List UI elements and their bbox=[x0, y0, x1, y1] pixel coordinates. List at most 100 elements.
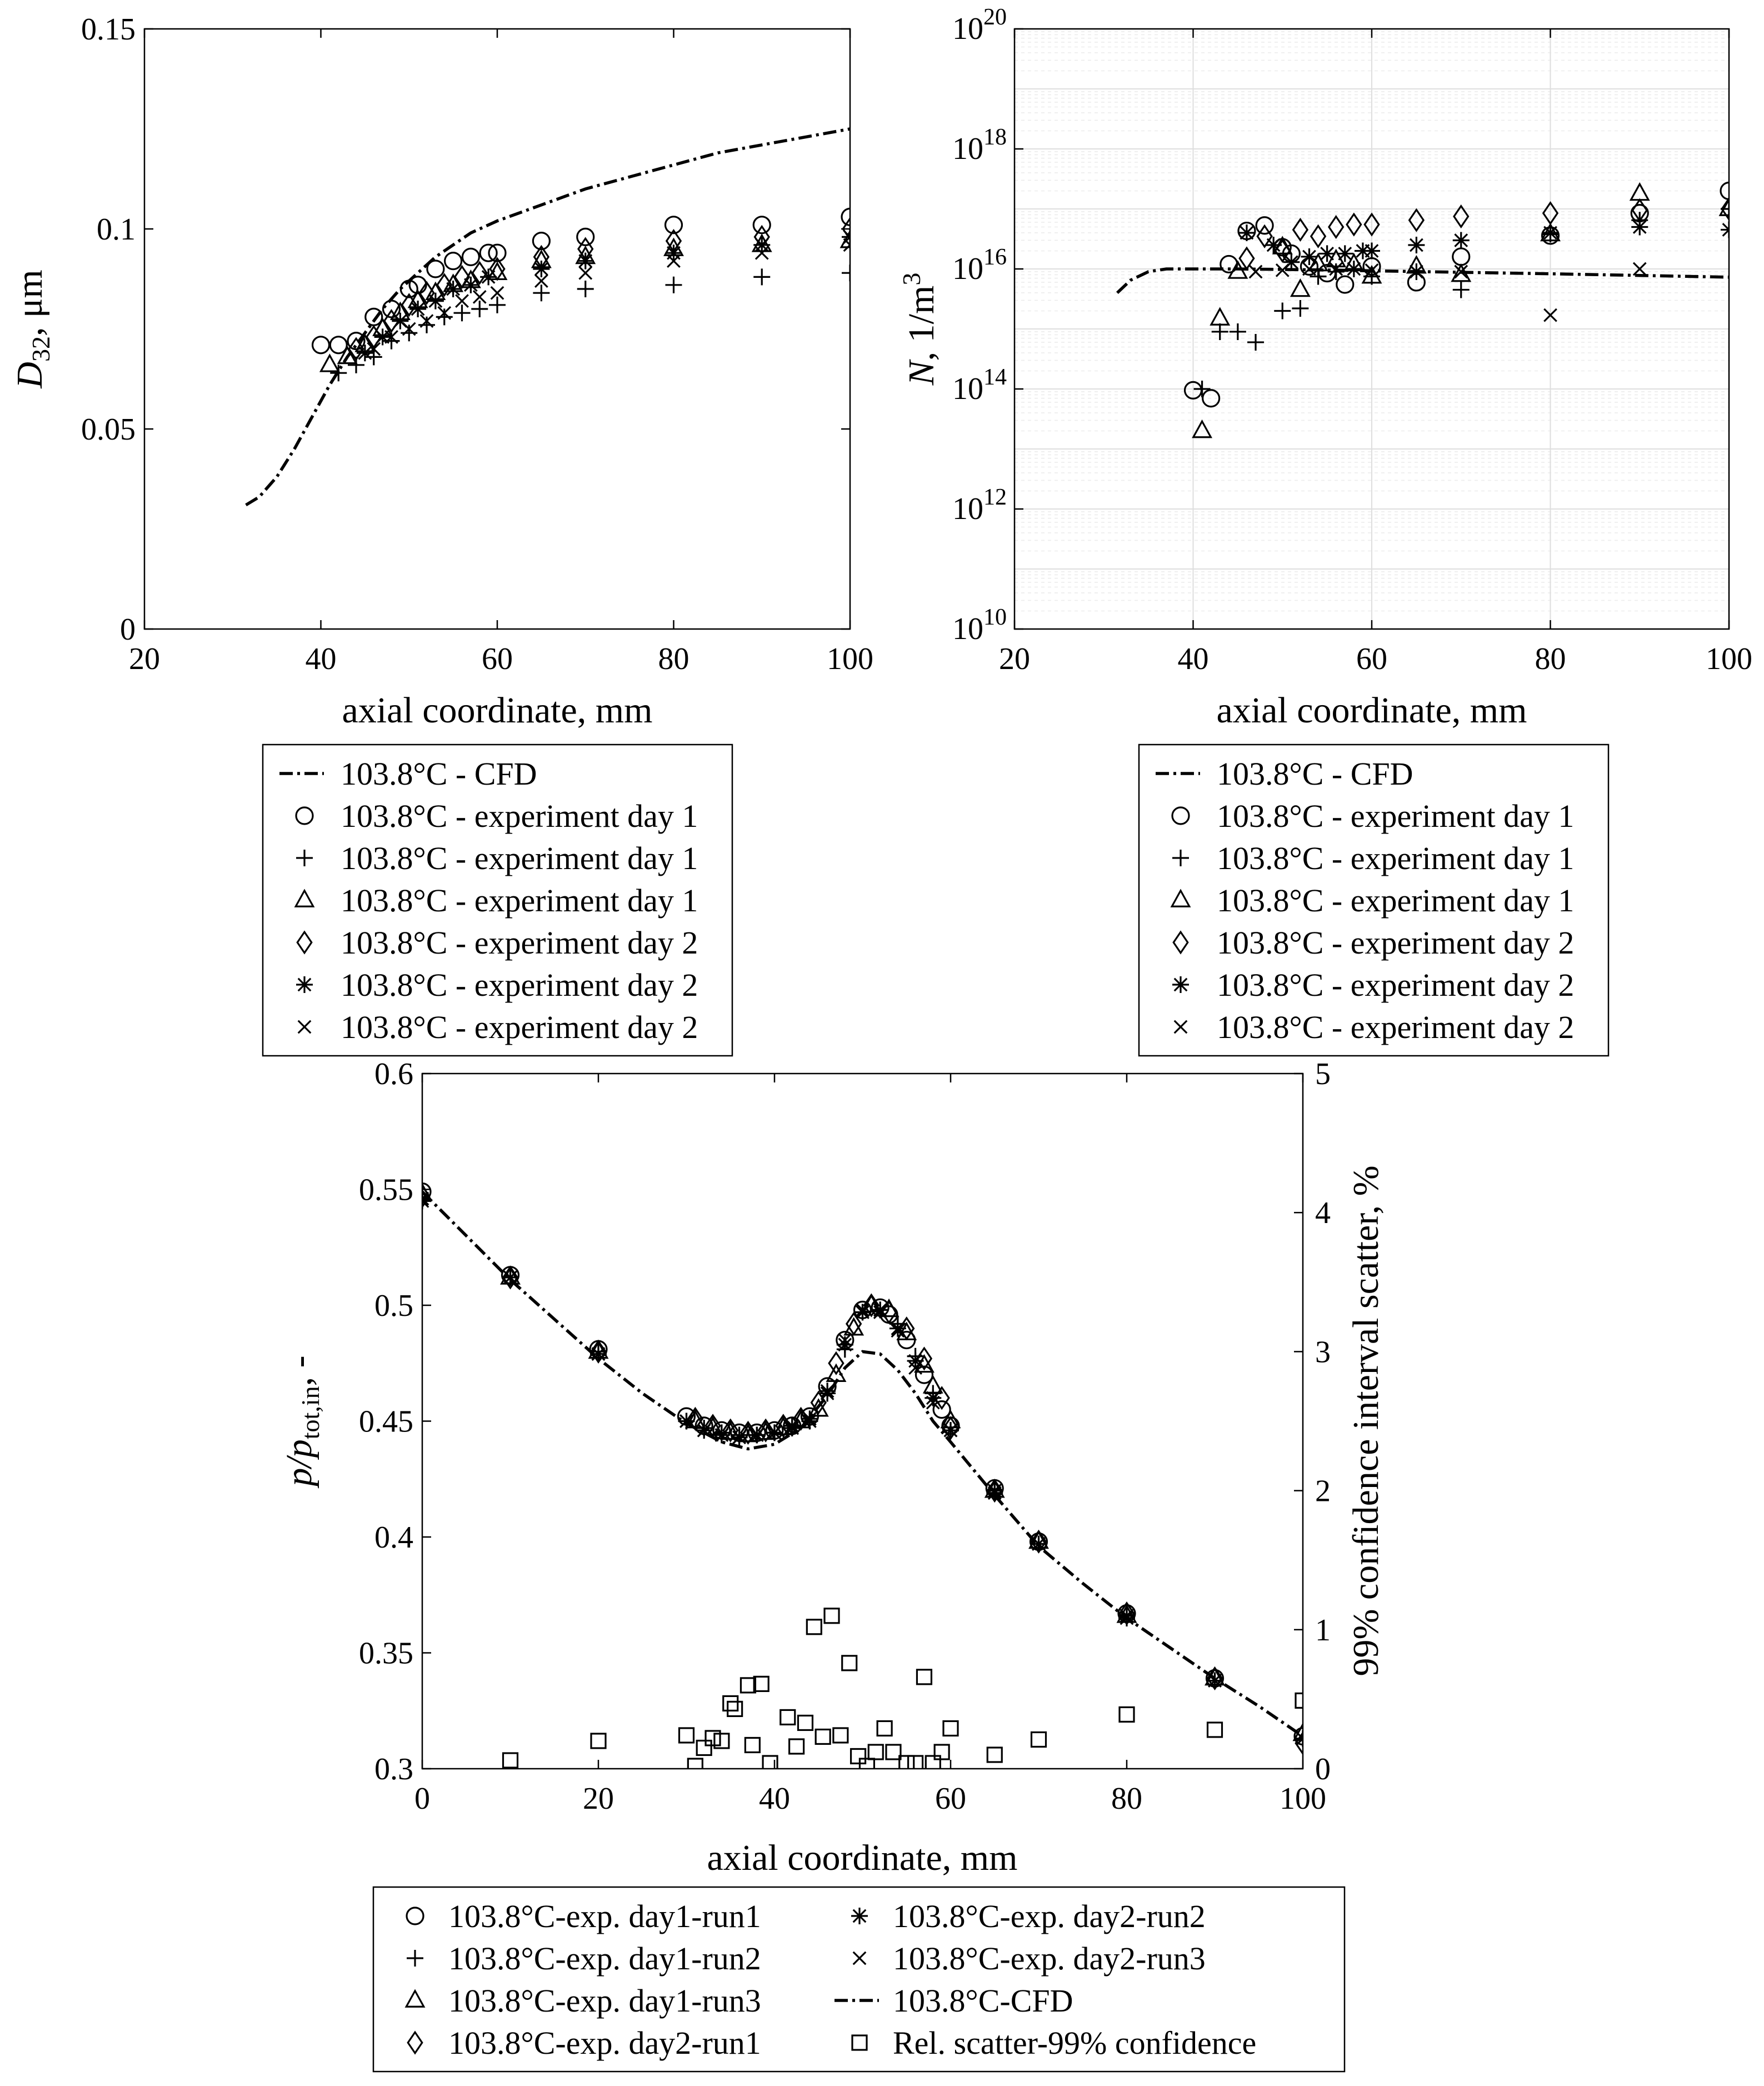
pressure-circle-point bbox=[932, 1400, 951, 1419]
number-legend-item: 103.8°C - experiment day 1 bbox=[1172, 840, 1574, 876]
d32-circle-point bbox=[364, 307, 383, 327]
pressure-cross-point bbox=[873, 1305, 887, 1319]
pressure-cfd-line bbox=[422, 1190, 1303, 1738]
number-triangle-point bbox=[1290, 278, 1311, 297]
pressure-circle-point bbox=[1293, 1727, 1303, 1746]
pressure-legend-marker bbox=[404, 1989, 426, 2008]
d32-legend-item: 103.8°C - experiment day 1 bbox=[294, 882, 698, 919]
d32-cross-point bbox=[534, 274, 548, 288]
pressure-square-point bbox=[925, 1755, 941, 1769]
number-diamond-point bbox=[1238, 246, 1255, 271]
pressure-legend-marker bbox=[406, 1907, 424, 1925]
pressure-circle-point bbox=[915, 1365, 934, 1384]
pressure-square-point bbox=[986, 1746, 1003, 1763]
pressure-series-star bbox=[422, 1192, 1303, 1747]
d32-star-point bbox=[753, 236, 771, 253]
pressure-ytick-label: 0.4 bbox=[374, 1520, 413, 1555]
pressure-legend-item: 103.8°C-exp. day1-run2 bbox=[407, 1940, 761, 1977]
number-legend-label: 103.8°C - experiment day 2 bbox=[1217, 925, 1574, 961]
number-plus-point bbox=[1274, 302, 1291, 320]
d32-cross-point bbox=[455, 294, 469, 308]
d32-legend-item: 103.8°C - experiment day 2 bbox=[297, 1009, 698, 1045]
d32-xtick-label: 20 bbox=[129, 642, 160, 676]
number-legend-marker bbox=[1171, 806, 1190, 825]
number-ytick-base: 10 bbox=[952, 252, 983, 286]
number-xtick-label: 80 bbox=[1535, 642, 1566, 676]
pressure-series-cross bbox=[422, 1191, 1303, 1746]
d32-ytick-label: 0 bbox=[120, 612, 136, 647]
pressure-cross-point bbox=[1296, 1731, 1303, 1746]
d32-circle-point bbox=[382, 300, 401, 318]
d32-series-cross bbox=[367, 238, 850, 356]
d32-circle-point bbox=[444, 252, 463, 271]
pressure-star-point bbox=[819, 1383, 836, 1400]
number-star-point bbox=[1283, 253, 1300, 271]
d32-diamond-point bbox=[453, 265, 471, 289]
d32-legend-label: 103.8°C - experiment day 1 bbox=[341, 840, 698, 876]
pressure-square-point bbox=[678, 1727, 695, 1744]
number-cross-point bbox=[1248, 265, 1263, 279]
pressure-xlabel: axial coordinate, mm bbox=[707, 1838, 1018, 1878]
d32-cross-point bbox=[402, 322, 416, 336]
pressure-square-point bbox=[753, 1675, 769, 1692]
pressure-legend-item: 103.8°C-CFD bbox=[834, 1983, 1073, 2019]
d32-star-point bbox=[409, 301, 427, 317]
pressure-square-point bbox=[779, 1709, 796, 1726]
pressure-square-point bbox=[898, 1755, 915, 1769]
d32-star-point bbox=[392, 312, 409, 330]
d32-plus-point bbox=[436, 308, 453, 326]
d32-plus-point bbox=[330, 365, 347, 382]
d32-ylabel: D32, μm bbox=[9, 270, 55, 388]
pressure-diamond-point bbox=[810, 1390, 827, 1415]
pressure-axes-frame bbox=[421, 1072, 1304, 1770]
number-diamond-point bbox=[1328, 214, 1345, 239]
number-cross-point bbox=[1347, 262, 1361, 276]
pressure-diamond-point bbox=[757, 1418, 774, 1443]
d32-legend-item: 103.8°C - experiment day 1 bbox=[295, 798, 698, 834]
pressure-series-circle bbox=[422, 1182, 1303, 1746]
number-plus-point bbox=[1211, 323, 1228, 340]
number-circle-point bbox=[1720, 181, 1729, 201]
number-legend-item: 103.8°C - experiment day 2 bbox=[1172, 967, 1574, 1003]
pressure-xtick-label: 100 bbox=[1280, 1781, 1326, 1816]
pressure-cross-point bbox=[591, 1347, 606, 1361]
pressure-legend-marker bbox=[852, 1951, 867, 1965]
d32-legend-label: 103.8°C - experiment day 1 bbox=[341, 882, 698, 919]
pressure-ytick-label: 0.6 bbox=[374, 1057, 413, 1091]
pressure-series-square bbox=[502, 1608, 1303, 1769]
pressure-circle-point bbox=[422, 1182, 432, 1201]
pressure-xtick-label: 40 bbox=[759, 1781, 790, 1816]
number-star-point bbox=[1238, 224, 1255, 241]
number-xtick-label: 40 bbox=[1178, 642, 1209, 676]
pressure-square-point bbox=[722, 1695, 739, 1712]
pressure-legend-label: 103.8°C-exp. day1-run1 bbox=[448, 1898, 761, 1934]
d32-star-point bbox=[577, 252, 594, 270]
d32-cross-point bbox=[384, 330, 398, 344]
number-legend-label: 103.8°C - experiment day 1 bbox=[1217, 840, 1574, 876]
pressure-plot bbox=[422, 1182, 1303, 1769]
number-triangle-point bbox=[1192, 419, 1213, 438]
d32-plus-point bbox=[753, 268, 771, 286]
pressure-star-point bbox=[889, 1320, 906, 1337]
d32-diamond-point bbox=[401, 293, 417, 317]
number-legend-label: 103.8°C - experiment day 2 bbox=[1217, 1009, 1574, 1045]
pressure-y2tick-label: 2 bbox=[1315, 1474, 1331, 1509]
d32-cross-point bbox=[578, 266, 593, 280]
d32-legend-marker bbox=[297, 1020, 312, 1034]
d32-cross-point bbox=[472, 290, 487, 304]
d32-plus-point bbox=[842, 265, 850, 282]
number-circle-point bbox=[1202, 389, 1221, 408]
pressure-square-point bbox=[590, 1733, 607, 1749]
d32-triangle-point bbox=[337, 345, 358, 365]
pressure-square-point bbox=[744, 1736, 761, 1754]
pressure-series-plus bbox=[422, 1190, 1303, 1747]
pressure-diamond-point bbox=[739, 1420, 757, 1445]
d32-circle-point bbox=[488, 243, 507, 262]
pressure-square-point bbox=[916, 1669, 933, 1685]
d32-circle-point bbox=[479, 243, 498, 262]
pressure-square-point bbox=[762, 1755, 778, 1769]
number-series-cfd bbox=[1116, 267, 1729, 294]
d32-cross-point bbox=[843, 238, 850, 252]
pressure-cross-point bbox=[785, 1421, 799, 1435]
